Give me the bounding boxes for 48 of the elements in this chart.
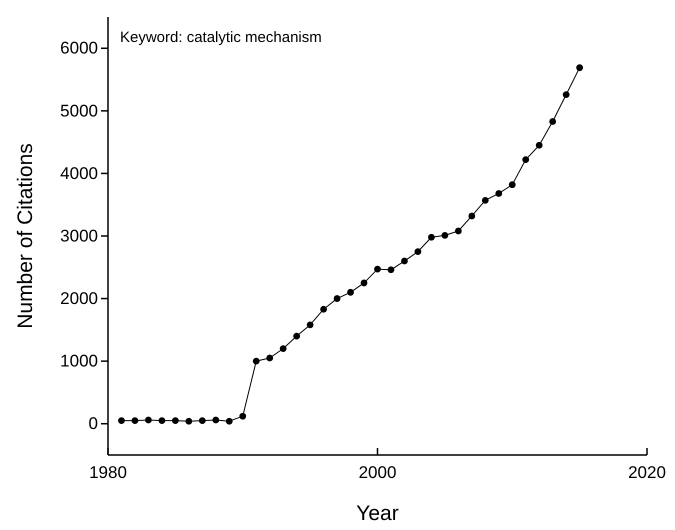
point bbox=[495, 190, 502, 197]
y-tick-label: 3000 bbox=[60, 226, 98, 246]
x-axis-title: Year bbox=[356, 502, 399, 525]
point bbox=[454, 228, 462, 234]
point bbox=[468, 212, 476, 220]
y-tick-label: 1000 bbox=[60, 352, 98, 371]
x-tick-label: 2020 bbox=[628, 463, 666, 482]
point bbox=[360, 280, 368, 286]
point bbox=[212, 416, 220, 424]
point bbox=[198, 417, 206, 424]
point bbox=[347, 288, 354, 296]
point bbox=[441, 232, 448, 239]
y-tick-label: 5000 bbox=[60, 101, 98, 120]
point bbox=[388, 266, 394, 274]
point bbox=[252, 358, 260, 365]
point bbox=[266, 354, 274, 362]
point bbox=[132, 417, 138, 424]
point bbox=[320, 306, 327, 313]
y-axis-title: Number of Citations bbox=[14, 143, 37, 329]
point bbox=[522, 156, 530, 164]
x-tick-label: 2000 bbox=[358, 463, 396, 482]
point bbox=[482, 196, 489, 204]
point bbox=[226, 418, 233, 425]
y-tick-label: 2000 bbox=[60, 289, 98, 308]
point bbox=[414, 248, 422, 256]
point bbox=[158, 417, 166, 424]
point bbox=[306, 321, 314, 328]
point bbox=[239, 412, 246, 420]
y-tick-label: 4000 bbox=[60, 164, 98, 183]
y-tick-label: 6000 bbox=[60, 38, 98, 58]
point bbox=[118, 417, 125, 424]
annotation: Keyword: catalytic mechanism bbox=[120, 29, 322, 46]
point bbox=[334, 295, 340, 302]
x-tick-label: 1980 bbox=[89, 463, 127, 482]
point bbox=[428, 234, 435, 241]
point bbox=[172, 417, 179, 424]
point bbox=[145, 416, 152, 424]
point bbox=[185, 418, 192, 425]
point bbox=[536, 142, 543, 149]
point bbox=[562, 91, 570, 98]
y-tick-label: 0 bbox=[88, 414, 98, 434]
point bbox=[293, 332, 300, 340]
point bbox=[576, 64, 584, 72]
point bbox=[280, 345, 287, 352]
point bbox=[549, 118, 556, 125]
point bbox=[374, 266, 381, 273]
point bbox=[401, 258, 408, 264]
point bbox=[508, 181, 516, 188]
